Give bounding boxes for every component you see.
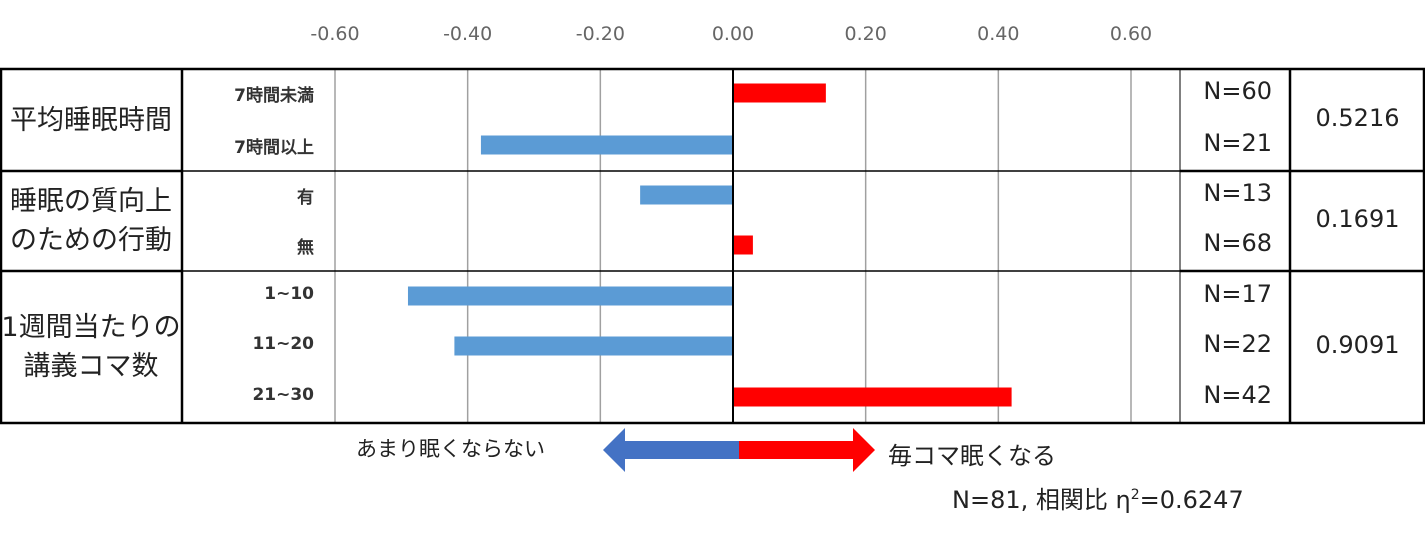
stats-sup: 2 — [1130, 487, 1140, 503]
stats-value: =0.6247 — [1139, 486, 1244, 514]
bar-2-1 — [454, 336, 733, 356]
bar-2-2 — [733, 387, 1012, 407]
arrow-left — [603, 428, 739, 472]
category-label: 1~10 — [264, 284, 314, 304]
bar-1-1 — [733, 235, 753, 255]
n-count: N=13 — [1203, 179, 1272, 207]
n-count: N=60 — [1203, 77, 1272, 105]
n-count: N=21 — [1203, 129, 1272, 157]
x-tick-label: 0.20 — [844, 23, 887, 45]
correlation-ratio: 0.1691 — [1315, 205, 1400, 233]
group-label: 1週間当たりの — [1, 312, 181, 343]
x-tick-label: 0.00 — [711, 23, 755, 45]
bar-1-0 — [640, 185, 733, 205]
bar-0-0 — [733, 83, 826, 103]
n-count: N=68 — [1203, 229, 1272, 257]
n-count: N=42 — [1203, 381, 1272, 409]
stats-text: N=81, 相関比 η — [952, 486, 1131, 514]
correlation-ratio: 0.9091 — [1315, 331, 1400, 359]
arrow-right — [739, 428, 875, 472]
x-tick-label: 0.60 — [1109, 23, 1153, 45]
group-label: 平均睡眠時間 — [10, 104, 172, 136]
x-tick-label: -0.40 — [443, 23, 493, 45]
category-label: 無 — [297, 238, 314, 258]
x-tick-label: -0.20 — [575, 23, 625, 45]
x-tick-label: 0.40 — [977, 23, 1020, 45]
group-label: 講義コマ数 — [23, 351, 159, 382]
group-label: 睡眠の質向上 — [10, 186, 172, 217]
category-label: 7時間未満 — [234, 86, 314, 106]
bar-2-0 — [407, 286, 733, 306]
correlation-ratio: 0.5216 — [1315, 104, 1400, 132]
annotation-right: 毎コマ眠くなる — [888, 442, 1056, 470]
category-label: 7時間以上 — [234, 138, 314, 158]
n-count: N=17 — [1203, 280, 1272, 308]
x-tick-label: -0.60 — [310, 23, 360, 45]
category-label: 21~30 — [252, 385, 314, 405]
n-count: N=22 — [1203, 330, 1272, 358]
category-label: 有 — [297, 188, 314, 208]
group-label: のための行動 — [10, 225, 172, 256]
category-label: 11~20 — [252, 334, 314, 354]
bar-0-1 — [480, 135, 733, 155]
annotation-left: あまり眠くならない — [356, 437, 545, 461]
stats-footer: N=81, 相関比 η2=0.6247 — [952, 480, 1244, 515]
